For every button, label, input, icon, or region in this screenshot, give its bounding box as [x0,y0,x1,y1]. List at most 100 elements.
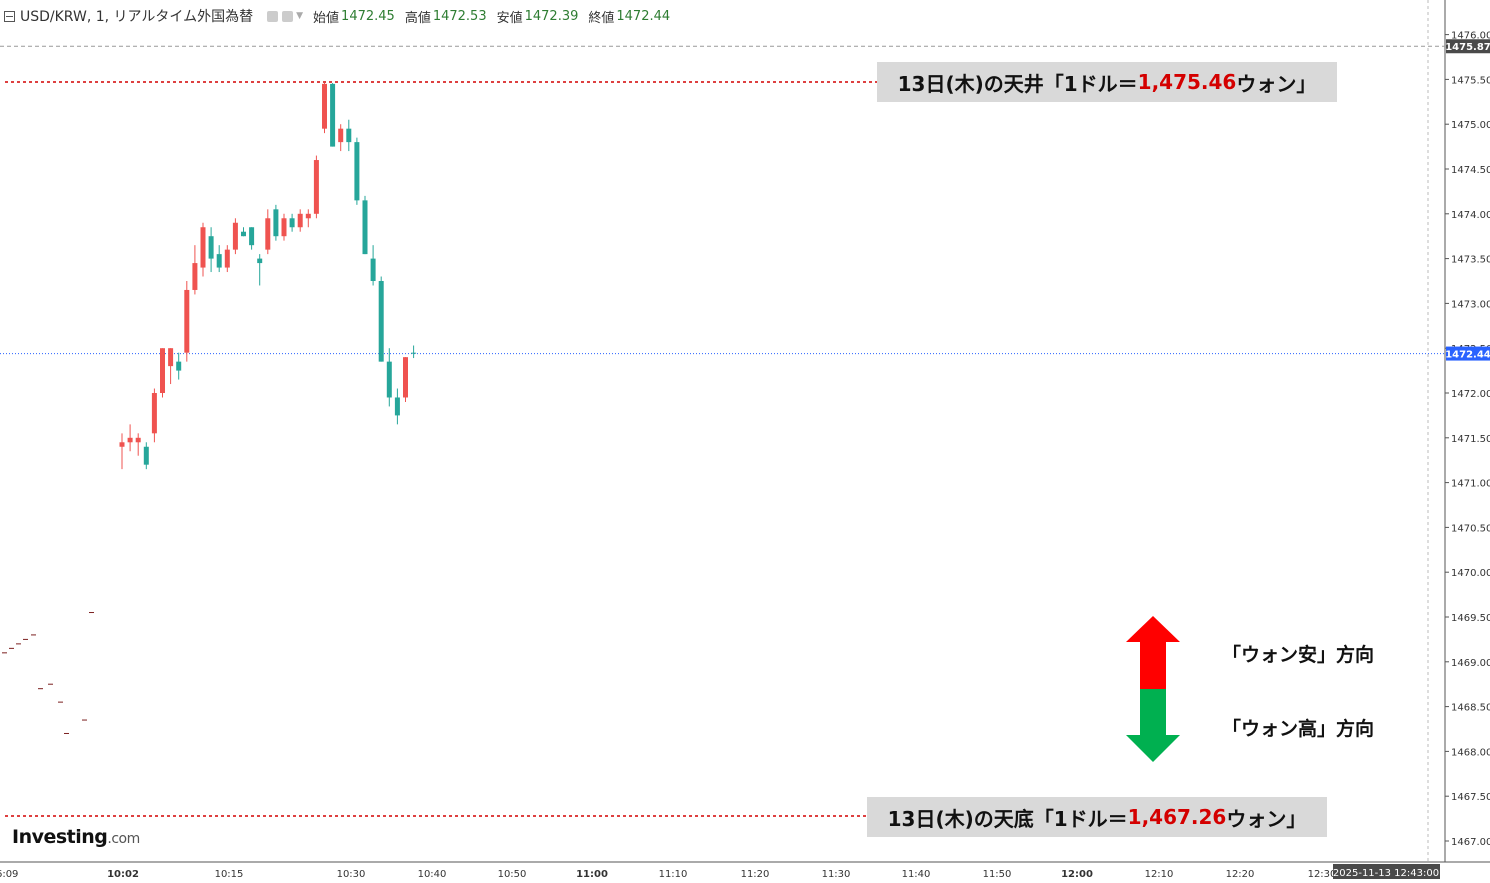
down-arrow-icon [1126,689,1180,762]
candle-body [273,209,279,237]
peak-annotation: 13日(木)の天井「1ドル＝ 1,475.46 ウォン」 [877,62,1337,102]
logo-name: Investing [12,826,108,848]
candle-body [322,83,327,129]
open-label: 始値 [313,10,340,26]
time-tick-label: 10:15 [215,869,244,879]
high-label: 高値 [404,10,431,26]
candle-body [362,200,368,255]
candle-body [249,227,255,246]
crosshair-price-badge [1446,39,1490,54]
close-value: 1472.44 [616,8,671,24]
candle-body [378,281,384,362]
crosshair-price-label: 1475.87 [1445,42,1490,53]
candle-body [176,361,182,371]
price-tick-label: 1475.00 [1451,120,1490,131]
candle-body [411,352,417,354]
price-tick-label: 1470.00 [1451,568,1490,579]
bottom-annotation-price: 1,467.26 [1127,805,1227,829]
candle-body [160,348,165,393]
time-tick-label: 06:09 [0,869,18,879]
investing-logo: Investing.com [12,826,140,848]
time-tick-label: 11:00 [576,869,608,879]
candle-body [297,213,303,228]
candle-body [143,446,149,465]
won-weak-label: 「ウォン安」方向 [1222,644,1375,666]
candle-body [386,361,392,398]
bottom-annotation: 13日(木)の天底「1ドル＝ 1,467.26 ウォン」 [867,797,1327,837]
candle-body [394,397,400,416]
price-tick-label: 1474.00 [1451,210,1490,221]
candle-body [313,160,319,214]
candle-body [330,83,336,147]
candle-body [232,222,238,250]
candle-body [346,128,352,143]
candle-body [241,231,246,237]
candle-body [257,258,263,264]
bottom-annotation-prefix: 13日(木)の天底「1ドル＝ [887,806,1128,831]
candle-body [305,213,311,219]
time-tick-label: 10:30 [337,869,366,879]
candle-body [265,218,271,250]
time-tick-label: 11:40 [902,869,931,879]
candle-body [119,442,125,447]
price-tick-label: 1474.50 [1451,165,1490,176]
high-value: 1472.53 [432,8,487,24]
time-tick-label: 11:20 [741,869,770,879]
price-tick-label: 1476.00 [1451,31,1490,42]
time-tick-label: 10:50 [498,869,527,879]
price-tick-label: 1467.50 [1451,792,1490,803]
price-tick-label: 1475.50 [1451,75,1490,86]
candle-body [403,357,408,398]
time-tick-label: 12:30 [1308,869,1337,879]
time-tick-label: 11:30 [822,869,851,879]
candle-body [192,263,198,290]
time-tick-label: 12:20 [1226,869,1255,879]
price-tick-label: 1472.00 [1451,389,1490,400]
up-arrow-icon [1126,616,1180,689]
price-tick-label: 1473.00 [1451,299,1490,310]
time-tick-label: 11:10 [659,869,688,879]
collapse-icon[interactable] [4,10,15,22]
candle-body [127,437,133,443]
candle-body [370,258,376,281]
price-tick-label: 1468.50 [1451,703,1490,714]
won-strong-label: 「ウォン高」方向 [1222,718,1375,740]
candle-body [216,254,222,268]
candle-body [224,249,230,268]
close-label: 終値 [588,10,615,26]
current-price-badge [1446,346,1490,361]
price-tick-label: 1473.50 [1451,255,1490,266]
candle-body [354,142,360,201]
price-tick-label: 1469.00 [1451,658,1490,669]
low-label: 安値 [496,10,523,26]
low-value: 1472.39 [524,8,579,24]
open-value: 1472.45 [341,8,395,24]
price-tick-label: 1471.00 [1451,479,1490,490]
candle-body [168,348,174,367]
symbol-label[interactable]: USD/KRW, 1, リアルタイム外国為替 [20,9,254,25]
price-tick-label: 1467.00 [1451,837,1490,848]
candle-body [135,437,141,443]
candle-body [151,393,157,434]
time-tick-label: 11:50 [983,869,1012,879]
candle-body [281,218,287,237]
eye-icon[interactable] [267,10,279,22]
price-tick-label: 1470.50 [1451,523,1490,534]
cursor-time-label: 2025-11-13 12:43:00 [1333,868,1439,879]
time-tick-label: 10:40 [418,869,447,879]
logo-suffix: .com [107,831,140,847]
time-tick-label: 12:10 [1145,869,1174,879]
candle-body [208,236,214,259]
price-tick-label: 1468.00 [1451,747,1490,758]
bottom-annotation-suffix: ウォン」 [1226,806,1307,831]
settings-icon[interactable] [282,10,294,22]
chart-legend: USD/KRW, 1, リアルタイム外国為替 ▼ 始値 1472.45 高値 1… [4,6,670,26]
chevron-down-icon[interactable]: ▼ [296,11,304,21]
candle-body [200,227,206,268]
time-tick-label: 12:00 [1061,869,1093,879]
current-price-label: 1472.44 [1445,350,1490,361]
peak-annotation-suffix: ウォン」 [1236,71,1317,96]
peak-annotation-prefix: 13日(木)の天井「1ドル＝ [897,71,1138,96]
